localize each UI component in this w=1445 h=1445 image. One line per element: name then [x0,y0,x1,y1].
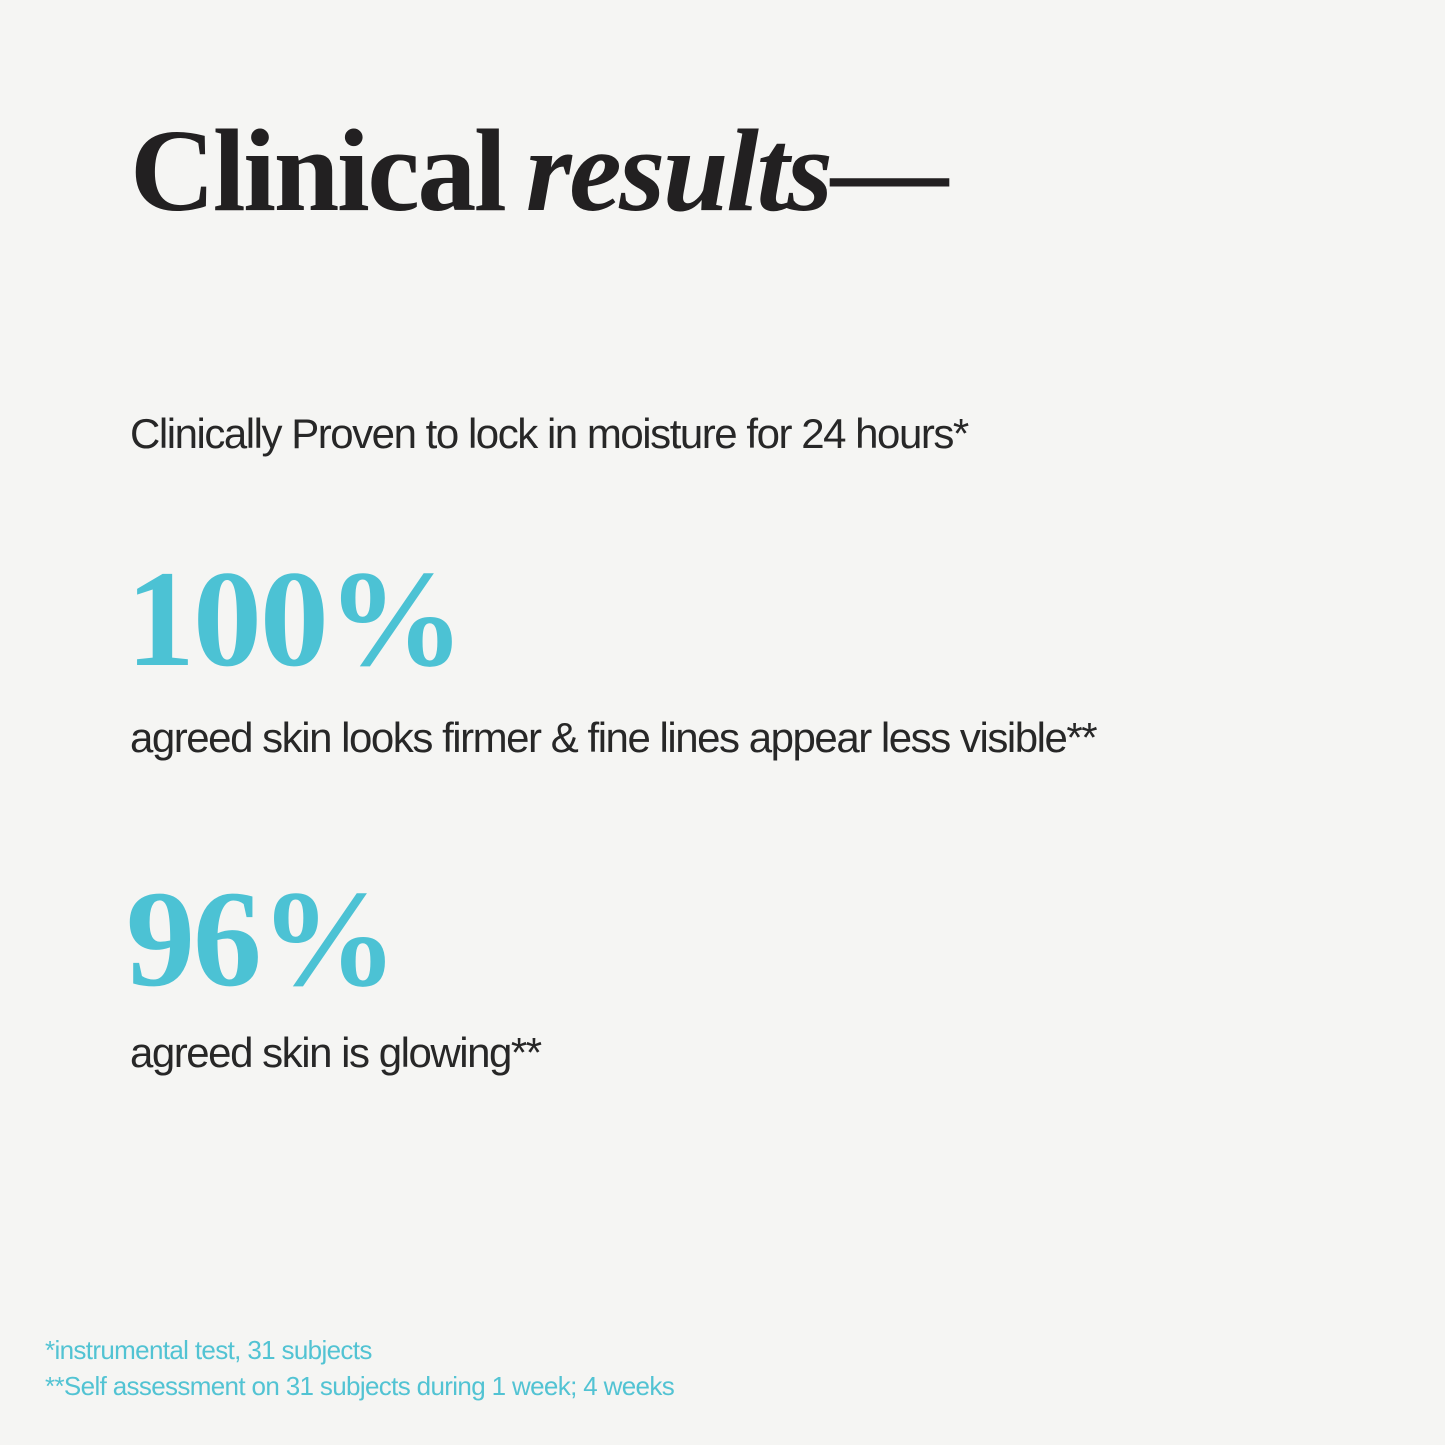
stat-value-100-percent: 100% [126,542,465,695]
footnote-instrumental-test: *instrumental test, 31 subjects [45,1335,372,1365]
clinical-claim-text: Clinically Proven to lock in moisture fo… [130,410,969,457]
page-title-em-dash: — [830,105,949,236]
page-title-italic-word: results [525,105,833,236]
footnote-self-assessment: **Self assessment on 31 subjects during … [45,1371,675,1401]
stat-caption-glowing-skin: agreed skin is glowing** [130,1029,542,1076]
stat-value-96-percent: 96% [126,862,398,1015]
page-title: Clinical results— [130,112,949,230]
footnotes: *instrumental test, 31 subjects **Self a… [45,1332,675,1404]
page-title-regular-word: Clinical [130,105,507,236]
stat-caption-firmer-skin: agreed skin looks firmer & fine lines ap… [130,714,1098,761]
